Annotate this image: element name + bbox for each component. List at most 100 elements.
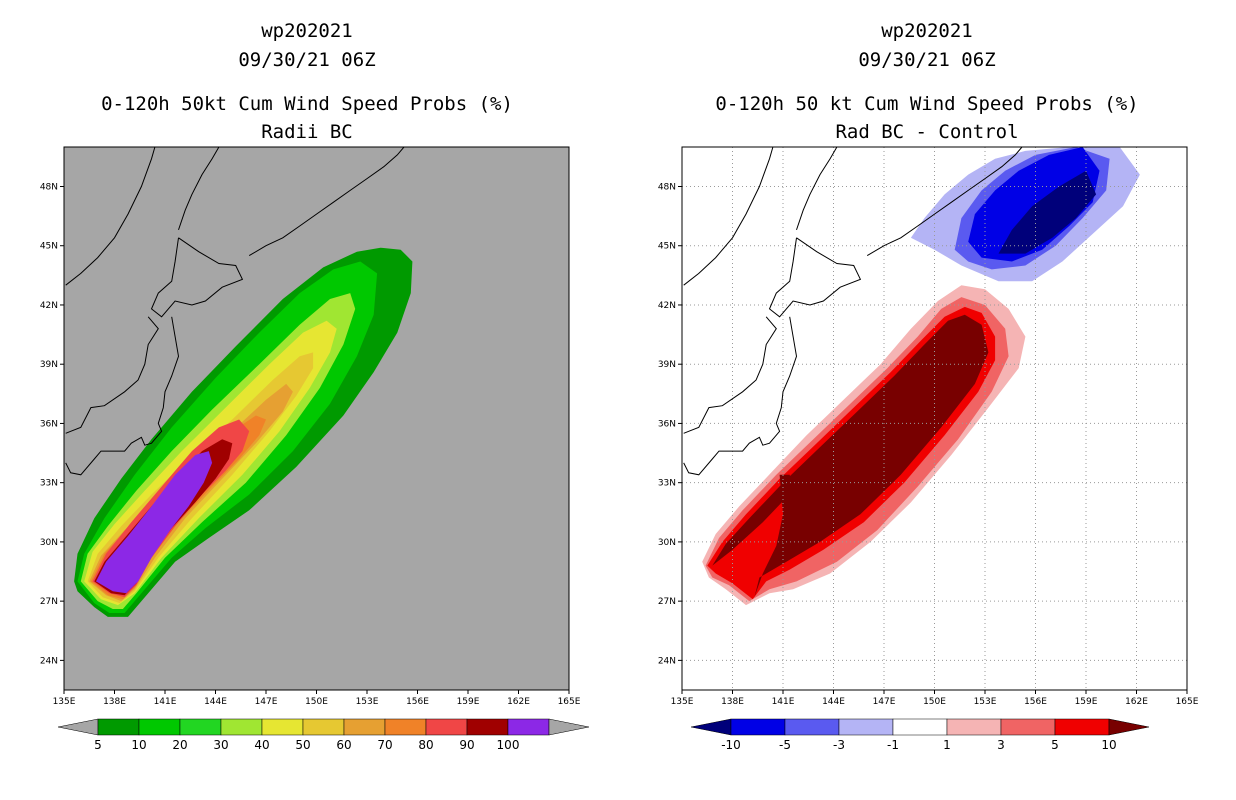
plot-area-left: 135E 138E 141E 144E 147E 150E 153E 156E 159E 162E…: [40, 146, 581, 707]
plot-content: [65, 147, 413, 617]
colorbar-swatch: [838, 718, 894, 736]
chart-title-right: 0-120h 50 kt Cum Wind Speed Probs (%): [715, 93, 1138, 115]
colorbar-swatch: [302, 718, 345, 736]
x-tick-label: 138E: [103, 697, 126, 707]
x-tick-label: 150E: [923, 697, 946, 707]
y-tick-label: 39N: [40, 360, 58, 370]
x-tick-label: 156E: [1024, 697, 1047, 707]
x-tick-label: 141E: [772, 697, 795, 707]
x-tick-label: 165E: [1176, 697, 1199, 707]
contour-level--10: [998, 170, 1097, 254]
colorbar-label: -10: [721, 738, 741, 752]
colorbar-left: 5 10 20 30 40 50 60 70 80 90 100: [57, 718, 590, 752]
x-tick-label: 153E: [974, 697, 997, 707]
colorbar-swatch: [425, 718, 468, 736]
x-tick-label: 159E: [1075, 697, 1098, 707]
coastline: [65, 316, 180, 476]
x-tick-label: 141E: [154, 697, 177, 707]
colorbar-right: -10 -5 -3 -1 1 3 5 10: [690, 718, 1150, 752]
coastline: [150, 237, 244, 318]
coastline: [768, 237, 862, 318]
colorbar-label: 10: [1101, 738, 1116, 752]
x-tick-label: 162E: [1125, 697, 1148, 707]
colorbar-label: 60: [336, 738, 351, 752]
colorbar-swatch: [507, 718, 550, 736]
y-tick-label: 36N: [658, 419, 676, 429]
colorbar-triangle-high: [1108, 718, 1150, 736]
datetime-right: 09/30/21 06Z: [858, 49, 995, 71]
colorbar-label: 50: [295, 738, 310, 752]
colorbar-swatch: [784, 718, 840, 736]
coastline: [65, 316, 159, 434]
colorbar-label: 5: [1051, 738, 1059, 752]
coastline: [683, 316, 798, 476]
colorbar-label: 30: [213, 738, 228, 752]
colorbar-triangle-low: [57, 718, 99, 736]
plot-content: [682, 147, 1187, 690]
colorbar-label: 10: [131, 738, 146, 752]
colorbar-label: -1: [887, 738, 899, 752]
x-tick-label: 147E: [873, 697, 896, 707]
y-tick-label: 30N: [40, 538, 58, 548]
x-tick-label: 144E: [204, 697, 227, 707]
x-tick-label: 156E: [406, 697, 429, 707]
x-tick-label: 138E: [721, 697, 744, 707]
colorbar-swatch: [1000, 718, 1056, 736]
contour-level-10: [712, 314, 989, 598]
y-tick-label: 27N: [40, 597, 58, 607]
colorbar-swatch: [220, 718, 263, 736]
y-tick-label: 33N: [40, 479, 58, 489]
x-tick-label: 144E: [822, 697, 845, 707]
storm-id-right: wp202021: [881, 20, 973, 42]
colorbar-swatch: [1054, 718, 1110, 736]
coastline: [866, 147, 1023, 257]
y-tick-label: 30N: [658, 538, 676, 548]
y-tick-label: 45N: [40, 242, 58, 252]
datetime-left: 09/30/21 06Z: [238, 49, 375, 71]
colorbar-swatch: [384, 718, 427, 736]
colorbar-swatch: [97, 718, 140, 736]
colorbar-swatch: [261, 718, 304, 736]
colorbar-label: -5: [779, 738, 791, 752]
x-tick-label: 162E: [507, 697, 530, 707]
x-tick-label: 165E: [558, 697, 581, 707]
chart-title-left: 0-120h 50kt Cum Wind Speed Probs (%): [101, 93, 513, 115]
colorbar-label: 20: [172, 738, 187, 752]
y-tick-label: 27N: [658, 597, 676, 607]
coastline: [248, 147, 405, 257]
colorbar-swatch: [730, 718, 786, 736]
colorbar-triangle-low: [690, 718, 732, 736]
contour-level--5: [968, 147, 1100, 262]
colorbar-label: 100: [497, 738, 520, 752]
y-tick-label: 36N: [40, 419, 58, 429]
colorbar-label: 90: [459, 738, 474, 752]
x-tick-label: 135E: [53, 697, 76, 707]
colorbar-label: 80: [418, 738, 433, 752]
colorbar-label: 3: [997, 738, 1005, 752]
coastline: [683, 147, 774, 286]
chart-subtitle-left: Radii BC: [261, 121, 353, 143]
plot-area-right: 135E 138E 141E 144E 147E 150E 153E 156E 159E 162E…: [658, 146, 1199, 707]
storm-id-left: wp202021: [261, 20, 353, 42]
x-tick-label: 159E: [457, 697, 480, 707]
colorbar-label: 5: [94, 738, 102, 752]
x-tick-label: 153E: [356, 697, 379, 707]
y-tick-label: 42N: [658, 301, 676, 311]
y-tick-label: 45N: [658, 242, 676, 252]
colorbar-label: 40: [254, 738, 269, 752]
colorbar-swatch: [179, 718, 222, 736]
coastline: [65, 147, 156, 286]
colorbar-label: 1: [943, 738, 951, 752]
left-panel: wp202021 09/30/21 06Z 0-120h 50kt Cum Wi…: [40, 20, 590, 752]
colorbar-swatch: [946, 718, 1002, 736]
coastline: [796, 147, 838, 231]
y-tick-label: 24N: [40, 656, 58, 666]
y-tick-label: 42N: [40, 301, 58, 311]
y-tick-label: 48N: [40, 182, 58, 192]
right-panel: wp202021 09/30/21 06Z 0-120h 50 kt Cum W…: [658, 20, 1199, 752]
colorbar-swatch: [892, 718, 948, 736]
y-tick-label: 33N: [658, 479, 676, 489]
colorbar-swatch: [466, 718, 509, 736]
contour-level-90: [96, 451, 213, 594]
x-tick-label: 147E: [255, 697, 278, 707]
